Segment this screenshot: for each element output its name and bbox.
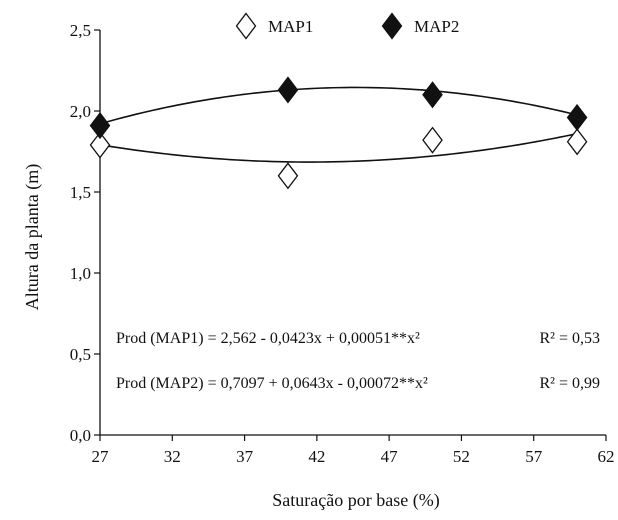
y-tick-label: 0,0 [70, 426, 91, 445]
axes [99, 30, 606, 436]
point-map1 [566, 128, 588, 156]
equations: Prod (MAP1) = 2,562 - 0,0423x + 0,00051*… [116, 330, 600, 392]
x-tick-label: 42 [308, 447, 325, 466]
point-map2 [422, 81, 443, 109]
legend: MAP1 MAP2 [235, 12, 459, 40]
data-points [89, 76, 588, 190]
x-tick-label: 62 [598, 447, 615, 466]
legend-marker-map2 [381, 12, 403, 40]
point-map1 [89, 131, 111, 159]
equation-map1: Prod (MAP1) = 2,562 - 0,0423x + 0,00051*… [116, 330, 420, 347]
fit-curve-map2 [99, 86, 578, 125]
y-tick-label: 2,0 [70, 102, 91, 121]
x-tick-label: 32 [164, 447, 181, 466]
point-map2 [566, 103, 588, 132]
y-tick-label: 1,5 [70, 183, 91, 202]
legend-marker-map1 [235, 12, 257, 40]
y-ticks: 0,0 0,5 1,0 1,5 2,0 2,5 [70, 21, 100, 445]
point-map1 [277, 162, 299, 190]
y-tick-label: 0,5 [70, 345, 91, 364]
point-map2 [277, 76, 299, 104]
x-tick-label: 57 [525, 447, 543, 466]
x-tick-label: 47 [381, 447, 399, 466]
x-tick-label: 52 [453, 447, 470, 466]
y-tick-label: 2,5 [70, 21, 91, 40]
point-map1 [422, 126, 443, 154]
r2-map1: R² = 0,53 [540, 330, 601, 347]
y-axis-title: Altura da planta (m) [22, 164, 43, 310]
equation-map2: Prod (MAP2) = 0,7097 + 0,0643x - 0,00072… [116, 375, 428, 392]
legend-label-map2: MAP2 [414, 17, 459, 36]
x-tick-label: 37 [236, 447, 254, 466]
fit-curves [99, 86, 578, 163]
legend-label-map1: MAP1 [268, 17, 313, 36]
r2-map2: R² = 0,99 [540, 375, 601, 392]
x-tick-label: 27 [92, 447, 110, 466]
x-ticks: 27 32 37 42 47 52 57 62 [92, 435, 615, 466]
y-tick-label: 1,0 [70, 264, 91, 283]
fit-curve-map1 [99, 132, 578, 163]
x-axis-title: Saturação por base (%) [272, 490, 439, 511]
point-map2 [89, 112, 111, 140]
